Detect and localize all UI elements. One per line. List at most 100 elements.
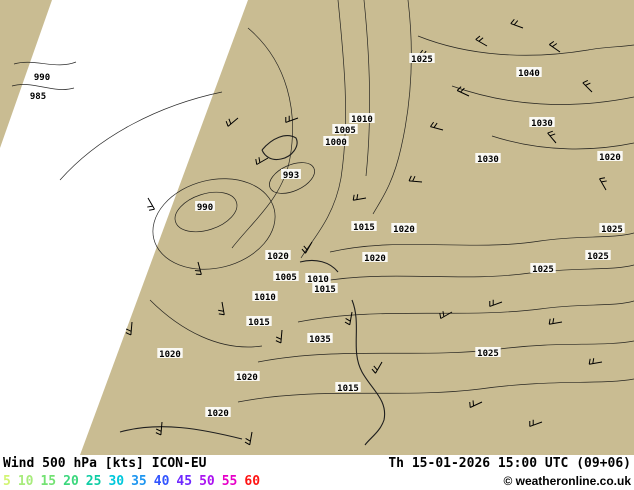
contour-label: 1030 xyxy=(477,155,499,165)
legend-value-50: 50 xyxy=(199,474,215,489)
contour-label: 1010 xyxy=(307,275,329,285)
contour-label: 1010 xyxy=(254,293,276,303)
contour-label: 1015 xyxy=(353,223,375,233)
footer-row-1: Wind 500 hPa [kts] ICON-EU Th 15-01-2026… xyxy=(0,455,634,472)
wind-barb-icon xyxy=(439,311,453,319)
contour-label-box xyxy=(307,333,333,343)
contour-label-box xyxy=(391,223,417,233)
contour-line xyxy=(13,61,77,66)
wind-barb-icon xyxy=(588,358,603,365)
contour-label-box xyxy=(265,250,291,260)
contour-label-box xyxy=(597,151,623,161)
contour-label: 1040 xyxy=(518,69,540,79)
contour-label-box xyxy=(332,124,358,134)
wind-barb-icon xyxy=(510,19,524,29)
contour-label: 1025 xyxy=(601,225,623,235)
contour-label-box xyxy=(599,223,625,233)
contour-label-box xyxy=(195,201,215,211)
contour-label-box xyxy=(349,113,375,123)
coastlines xyxy=(119,135,386,446)
contour-label: 990 xyxy=(34,73,50,83)
wind-barb-icon xyxy=(285,115,299,123)
coastline xyxy=(351,299,386,446)
contour-line xyxy=(149,299,263,348)
contour-line xyxy=(363,0,370,177)
wind-barb-icon xyxy=(194,261,202,276)
wind-barb-icon xyxy=(344,311,353,326)
contour-label-box xyxy=(529,117,555,127)
valid-datetime: Th 15-01-2026 15:00 UTC (09+06) xyxy=(388,456,631,471)
contour-label: 1020 xyxy=(207,409,229,419)
contour-label: 1030 xyxy=(531,119,553,129)
contour-line xyxy=(417,35,634,56)
wind-speed-legend: 5 10 15 20 25 30 35 40 45 50 55 60 xyxy=(3,474,267,490)
wind-barb-icon xyxy=(548,318,563,325)
contour-label: 1025 xyxy=(587,252,609,262)
contour-label: 1025 xyxy=(477,349,499,359)
legend-value-10: 10 xyxy=(17,474,34,489)
wind-barb-icon xyxy=(225,117,239,127)
wind-barb-icon xyxy=(218,301,225,316)
legend-value-5: 5 xyxy=(3,474,11,489)
contour-label: 1025 xyxy=(411,55,433,65)
wind-barb-icon xyxy=(582,80,593,93)
contour-line xyxy=(231,27,293,249)
contour-line xyxy=(372,0,412,215)
legend-value-35: 35 xyxy=(131,474,147,489)
contour-label: 1020 xyxy=(364,254,386,264)
legend-value-30: 30 xyxy=(108,474,125,489)
contour-label-box xyxy=(516,67,542,77)
wind-barb-icon xyxy=(549,40,561,53)
contour-label-box xyxy=(273,271,299,281)
wind-barb-icon xyxy=(430,121,444,131)
copyright: © weatheronline.co.uk xyxy=(503,474,631,488)
contour-label-box xyxy=(281,169,301,179)
wind-barb-icon xyxy=(275,329,283,344)
contour-label: 1005 xyxy=(275,273,297,283)
contour-line xyxy=(152,178,276,270)
coastline xyxy=(261,135,298,161)
wind-barb-icon xyxy=(352,194,367,201)
contour-label: 1015 xyxy=(248,318,270,328)
contour-label-box xyxy=(585,250,611,260)
contour-line xyxy=(59,91,223,181)
contour-line xyxy=(491,135,634,150)
contour-line xyxy=(174,191,238,233)
contour-label: 1020 xyxy=(236,373,258,383)
contour-label-box xyxy=(335,382,361,392)
map-area: 990 985 1025 1040 1010 1005 1000 1030 1030 1020 99… xyxy=(0,0,634,455)
contour-label-box xyxy=(475,153,501,163)
map-title: Wind 500 hPa [kts] ICON-EU xyxy=(3,456,207,471)
contour-line xyxy=(329,232,634,253)
contour-label: 1020 xyxy=(599,153,621,163)
coastline xyxy=(119,426,243,440)
contour-line xyxy=(317,264,634,283)
contour-label: 985 xyxy=(30,92,46,102)
wind-barb-icon xyxy=(408,175,423,183)
wind-barbs-layer xyxy=(125,19,607,446)
legend-value-20: 20 xyxy=(63,474,79,489)
contour-label: 1020 xyxy=(159,350,181,360)
wind-barb-icon xyxy=(529,419,543,427)
contour-label: 1035 xyxy=(309,335,331,345)
contour-label-box xyxy=(351,221,377,231)
contour-label-box xyxy=(312,283,338,293)
contour-label-box xyxy=(305,273,331,283)
contour-line xyxy=(11,84,75,90)
contour-label-box xyxy=(323,136,349,146)
wind-barb-icon xyxy=(469,400,483,408)
legend-value-60: 60 xyxy=(244,474,261,489)
legend-value-25: 25 xyxy=(85,474,102,489)
wind-barb-icon xyxy=(599,177,607,191)
wind-barb-icon xyxy=(547,130,557,144)
contour-label: 1000 xyxy=(325,138,347,148)
wind-barb-icon xyxy=(489,299,503,307)
contour-label-box xyxy=(409,53,435,63)
contour-label-box xyxy=(157,348,183,358)
wind-barb-icon xyxy=(371,361,383,374)
wind-speed-region-0kts xyxy=(277,405,313,425)
contour-label: 1005 xyxy=(334,126,356,136)
contour-line xyxy=(297,300,634,323)
contour-label-box xyxy=(252,291,278,301)
